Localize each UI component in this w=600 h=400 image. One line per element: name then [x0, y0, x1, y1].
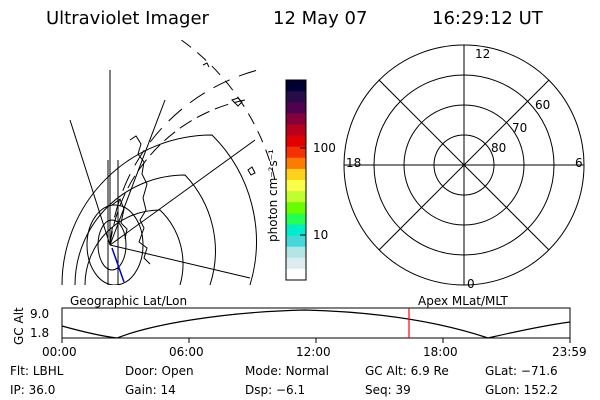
gc-alt-axis-label: GC Alt	[12, 307, 26, 345]
map-lat-ring-3	[84, 209, 184, 285]
apex-caption: Apex MLat/MLT	[418, 294, 508, 308]
y-tick-max: 9.0	[30, 307, 50, 321]
geographic-map	[61, 40, 275, 285]
timeline-frame	[61, 307, 571, 339]
coastline-2	[111, 198, 128, 240]
colorbar-segment	[286, 124, 306, 137]
info-door: Door: Open	[125, 364, 194, 378]
info-ip: IP: 36.0	[10, 383, 56, 397]
info-gain: Gain: 14	[125, 383, 176, 397]
altitude-curve	[61, 309, 571, 339]
mlt-label-18: 18	[346, 156, 362, 170]
colorbar-segment	[286, 91, 306, 103]
mlat-label-70: 70	[512, 121, 528, 135]
info-dsp: Dsp: −6.1	[245, 383, 306, 397]
info-seq: Seq: 39	[365, 383, 411, 397]
colorbar-tick-100: 100	[313, 141, 336, 155]
colorbar-segment	[286, 180, 306, 192]
colorbar-ticks	[300, 147, 306, 236]
colorbar-segment	[286, 213, 306, 225]
colorbar-unit-label: photon cm⁻²s⁻¹	[266, 149, 280, 242]
coastline-3	[202, 62, 243, 107]
colorbar-tick-10: 10	[313, 228, 329, 242]
map-outer-dashed	[109, 69, 259, 246]
info-glat: GLat: −71.6	[485, 364, 558, 378]
mlt-label-6: 6	[575, 156, 583, 170]
colorbar-segment	[286, 80, 306, 92]
y-tick-min: 1.8	[30, 326, 50, 340]
mlat-label-80: 80	[491, 141, 507, 155]
polar-plot	[343, 44, 585, 286]
mlt-label-0: 0	[467, 277, 475, 291]
x-tick-1200: 12:00	[296, 345, 331, 359]
map-lat-ring-1	[61, 134, 257, 285]
colorbar-segment	[286, 113, 306, 125]
colorbar-segment	[286, 191, 306, 203]
info-mode: Mode: Normal	[245, 364, 329, 378]
colorbar-segment	[286, 157, 306, 170]
colorbar-segment	[286, 257, 306, 270]
timeline-panel	[61, 307, 571, 343]
instrument-title: Ultraviolet Imager	[46, 8, 209, 29]
colorbar-segment	[286, 102, 306, 114]
date-label: 12 May 07	[273, 8, 368, 29]
colorbar-segment	[286, 268, 306, 281]
colorbar-frame	[285, 79, 307, 281]
map-lat-ring-2	[74, 174, 216, 285]
geographic-caption: Geographic Lat/Lon	[70, 294, 188, 308]
mlt-label-12: 12	[475, 47, 491, 61]
x-tick-0000: 00:00	[42, 345, 77, 359]
colorbar-segment	[286, 146, 306, 159]
color-scale-bar	[285, 79, 307, 281]
x-tick-0600: 06:00	[169, 345, 204, 359]
colorbar-segment	[286, 202, 306, 214]
colorbar-segment	[286, 135, 306, 148]
colorbar-segment	[286, 224, 306, 237]
info-gc-alt: GC Alt: 6.9 Re	[365, 364, 449, 378]
time-label: 16:29:12 UT	[432, 8, 543, 29]
x-tick-2359: 23:59	[552, 345, 587, 359]
mlat-label-60: 60	[535, 98, 551, 112]
timeline-ticks	[61, 338, 571, 343]
coastline-1	[129, 135, 151, 265]
x-tick-1800: 18:00	[423, 345, 458, 359]
colorbar-segment	[286, 235, 306, 248]
info-flt: Flt: LBHL	[10, 364, 64, 378]
map-limb-dashed	[109, 99, 246, 246]
colorbar-segment	[286, 168, 306, 181]
info-glon: GLon: 152.2	[485, 383, 558, 397]
colorbar-segment	[286, 246, 306, 259]
satellite-track	[111, 247, 125, 283]
